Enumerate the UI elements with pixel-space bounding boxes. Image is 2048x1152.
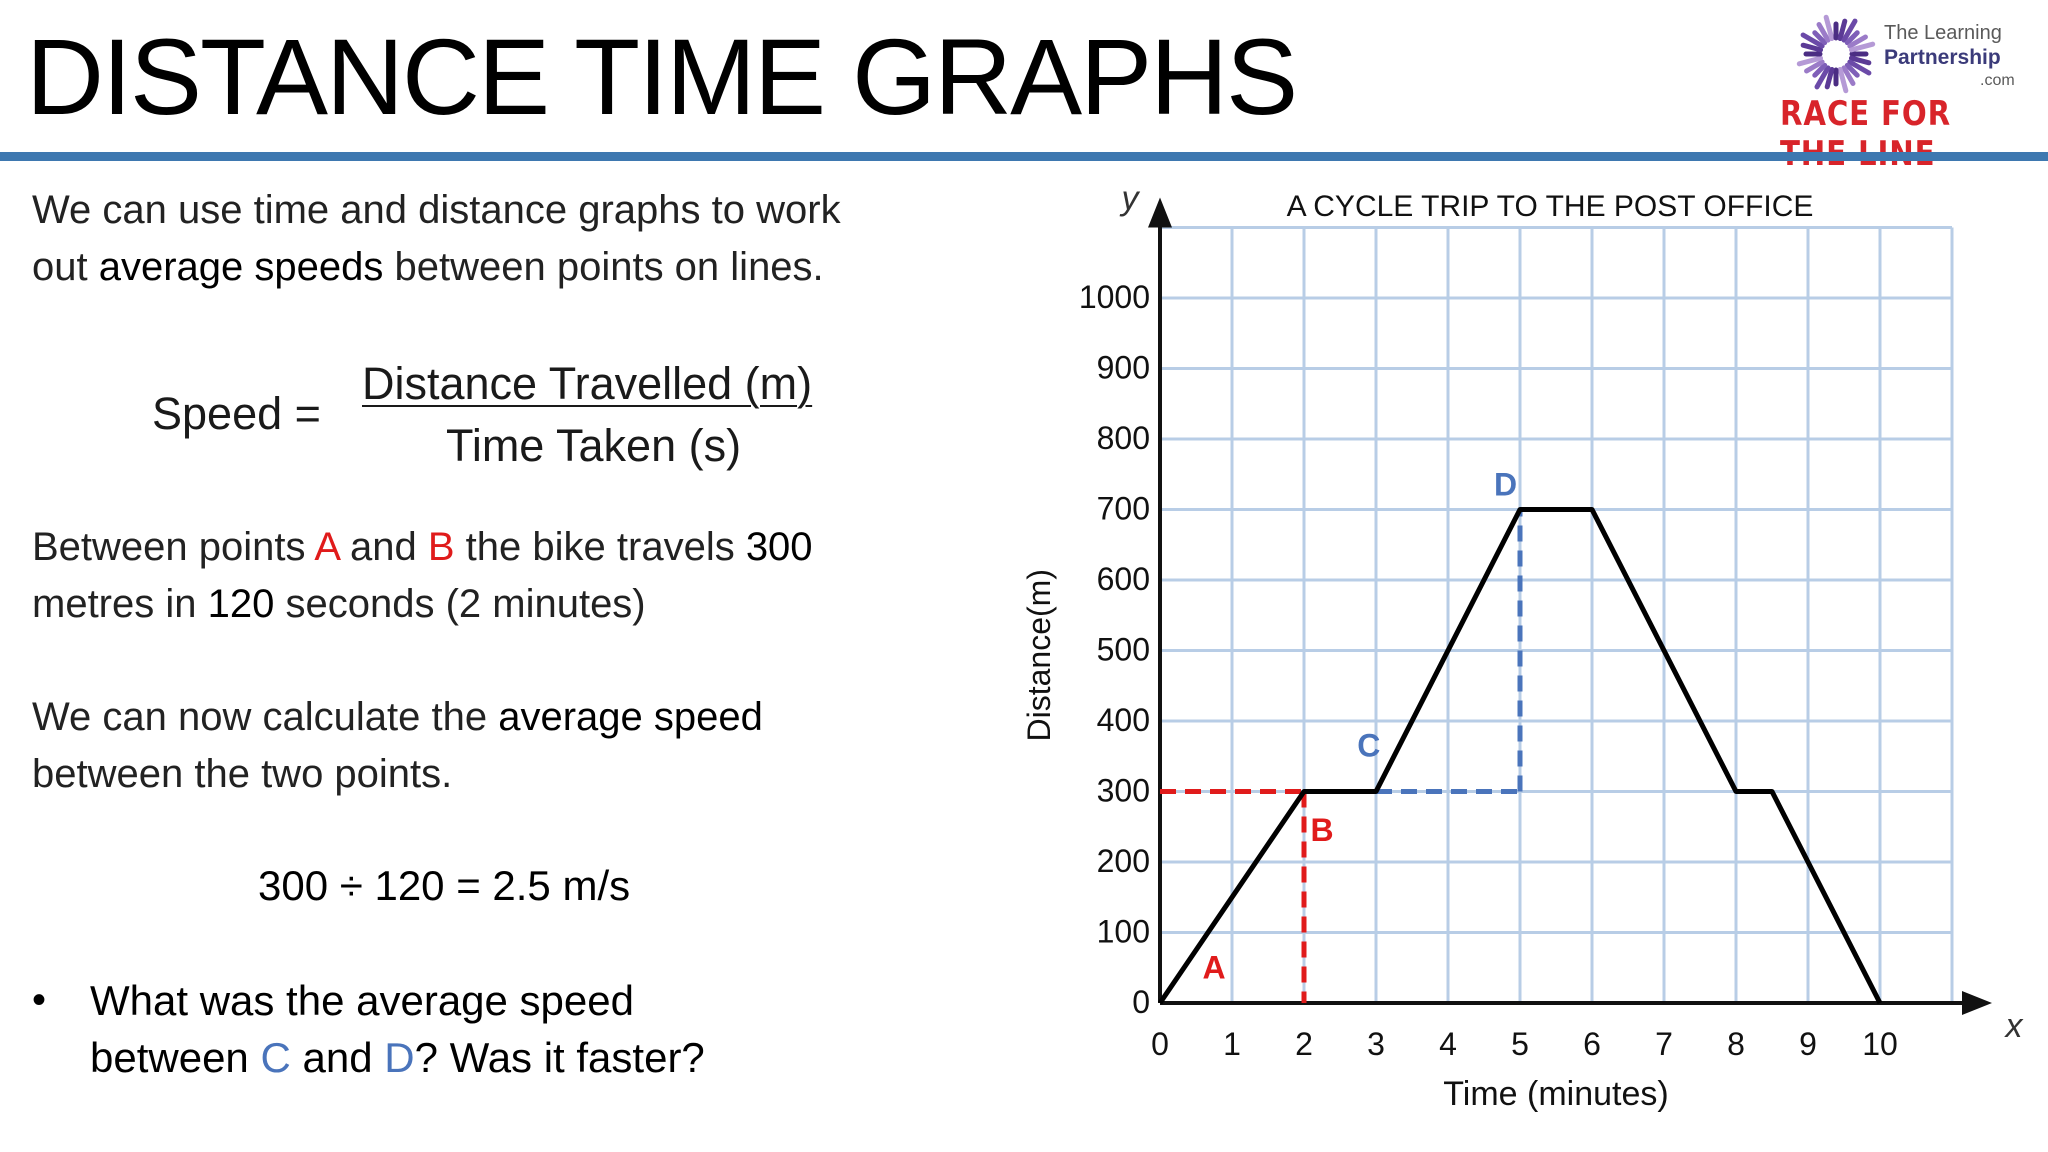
intro-text: We can use time and distance graphs to w… bbox=[32, 182, 841, 296]
logo-ray bbox=[1800, 32, 1825, 49]
calc-intro-text: We can now calculate the average speed b… bbox=[32, 689, 763, 803]
x-tick-label: 3 bbox=[1367, 1026, 1385, 1062]
calc-intro-line-2: between the two points. bbox=[32, 752, 453, 796]
logo-ray bbox=[1848, 55, 1872, 66]
x-tick-label: 6 bbox=[1583, 1026, 1601, 1062]
logo-ray bbox=[1841, 65, 1856, 86]
logo-text-learning: The Learning bbox=[1884, 22, 2002, 44]
chart-title: A CYCLE TRIP TO THE POST OFFICE bbox=[1287, 190, 1814, 223]
formula-numerator: Distance Travelled (m) bbox=[362, 358, 813, 409]
header-divider bbox=[0, 152, 2048, 161]
x-tick-label: 0 bbox=[1151, 1026, 1169, 1062]
point-label-a: A bbox=[1202, 949, 1225, 985]
example-text-part: the bike travels bbox=[454, 525, 746, 569]
point-label-d: D bbox=[1494, 466, 1517, 502]
y-tick-label: 300 bbox=[1097, 773, 1150, 809]
question-part: and bbox=[290, 1034, 385, 1081]
logo-ray bbox=[1800, 42, 1824, 53]
logo-ray bbox=[1847, 34, 1868, 49]
example-text-part: Between points bbox=[32, 525, 315, 569]
distance-time-chart: A CYCLE TRIP TO THE POST OFFICE y x 0 1 2 3 4 5 6… bbox=[1021, 180, 2024, 1114]
logo-ray bbox=[1844, 62, 1860, 78]
logo-ray bbox=[1847, 59, 1872, 76]
logo-ray bbox=[1841, 18, 1858, 43]
y-tick-label: 1000 bbox=[1079, 279, 1150, 315]
question-line-1: What was the average speed bbox=[90, 977, 634, 1024]
logo-ray bbox=[1848, 41, 1876, 53]
question-part: ? Was it faster? bbox=[414, 1034, 705, 1081]
logo-text-partnership: Partnership bbox=[1884, 46, 2001, 69]
header: DISTANCE TIME GRAPHS The Learning Partne… bbox=[0, 0, 2048, 174]
example-text-part: seconds (2 minutes) bbox=[274, 582, 646, 626]
x-axis-label: Time (minutes) bbox=[1443, 1075, 1668, 1113]
series-line-journey bbox=[1157, 507, 1883, 1005]
y-tick-label: 200 bbox=[1097, 843, 1150, 879]
x-tick-label: 5 bbox=[1511, 1026, 1529, 1062]
intro-line-1: We can use time and distance graphs to w… bbox=[32, 188, 841, 232]
bullet-icon: • bbox=[32, 978, 47, 1022]
intro-bold-average-speeds: average speeds bbox=[98, 245, 384, 289]
value-300: 300 bbox=[745, 525, 813, 569]
logo-ray bbox=[1823, 14, 1835, 42]
x-tick-label: 10 bbox=[1862, 1026, 1898, 1062]
y-tick-label: 100 bbox=[1097, 914, 1150, 950]
x-axis-letter: x bbox=[2004, 1007, 2024, 1045]
intro-line-2b: between points on lines. bbox=[383, 245, 824, 289]
x-tick-label: 2 bbox=[1295, 1026, 1313, 1062]
logo-ray bbox=[1796, 55, 1824, 67]
x-tick-label: 8 bbox=[1727, 1026, 1745, 1062]
intro-line-2a: out bbox=[32, 245, 99, 289]
y-tick-label: 0 bbox=[1132, 984, 1150, 1020]
logo-ray bbox=[1844, 30, 1860, 46]
calc-intro-bold: average speed bbox=[498, 695, 763, 739]
y-tick-label: 400 bbox=[1097, 702, 1150, 738]
y-tick-label: 900 bbox=[1097, 350, 1150, 386]
logo-ray bbox=[1824, 66, 1835, 90]
logo-ray bbox=[1816, 22, 1831, 43]
logo-text-com: .com bbox=[1980, 72, 2015, 89]
calculation: 300 ÷ 120 = 2.5 m/s bbox=[258, 862, 631, 909]
x-tick-label: 4 bbox=[1439, 1026, 1457, 1062]
x-tick-label: 9 bbox=[1799, 1026, 1817, 1062]
example-text-part: metres in bbox=[32, 582, 208, 626]
point-label-b: B bbox=[1310, 812, 1333, 848]
formula-label: Speed = bbox=[152, 388, 321, 439]
y-tick-label: 800 bbox=[1097, 420, 1150, 456]
value-120: 120 bbox=[207, 582, 275, 626]
y-axis-letter: y bbox=[1120, 180, 1141, 218]
x-tick-label: 1 bbox=[1223, 1026, 1241, 1062]
logo-tagline: RACE FOR THE LINE bbox=[1780, 94, 1951, 174]
logo-ray bbox=[1812, 30, 1828, 46]
example-text: Between points A and B the bike travels … bbox=[32, 519, 813, 633]
question-text: What was the average speed between C and… bbox=[90, 972, 705, 1086]
label-a-inline: A bbox=[314, 525, 339, 569]
formula-denominator: Time Taken (s) bbox=[446, 420, 742, 471]
y-axis-label: Distance(m) bbox=[1021, 569, 1057, 741]
y-axis-arrow-icon bbox=[1148, 197, 1172, 228]
logo-ray bbox=[1804, 59, 1825, 74]
logo-ray bbox=[1814, 65, 1831, 90]
calc-intro-part: We can now calculate the bbox=[32, 695, 499, 739]
example-text-part: and bbox=[338, 525, 428, 569]
point-label-c: C bbox=[1357, 727, 1380, 763]
y-tick-label: 600 bbox=[1097, 561, 1150, 597]
label-b-inline: B bbox=[427, 525, 455, 569]
question-part: between bbox=[90, 1034, 261, 1081]
label-d-inline: D bbox=[384, 1034, 415, 1081]
y-tick-label: 500 bbox=[1097, 632, 1150, 668]
y-tick-label: 700 bbox=[1097, 491, 1150, 527]
logo-ray bbox=[1837, 18, 1848, 42]
logo: The Learning Partnership .com RACE FOR T… bbox=[1780, 14, 2040, 174]
x-axis-arrow-icon bbox=[1962, 991, 1992, 1015]
page-title: DISTANCE TIME GRAPHS bbox=[26, 16, 1298, 137]
x-tick-label: 7 bbox=[1655, 1026, 1673, 1062]
logo-ray bbox=[1837, 66, 1849, 94]
logo-burst-icon bbox=[1796, 14, 1876, 94]
logo-ray bbox=[1812, 62, 1828, 78]
label-c-inline: C bbox=[260, 1034, 291, 1081]
